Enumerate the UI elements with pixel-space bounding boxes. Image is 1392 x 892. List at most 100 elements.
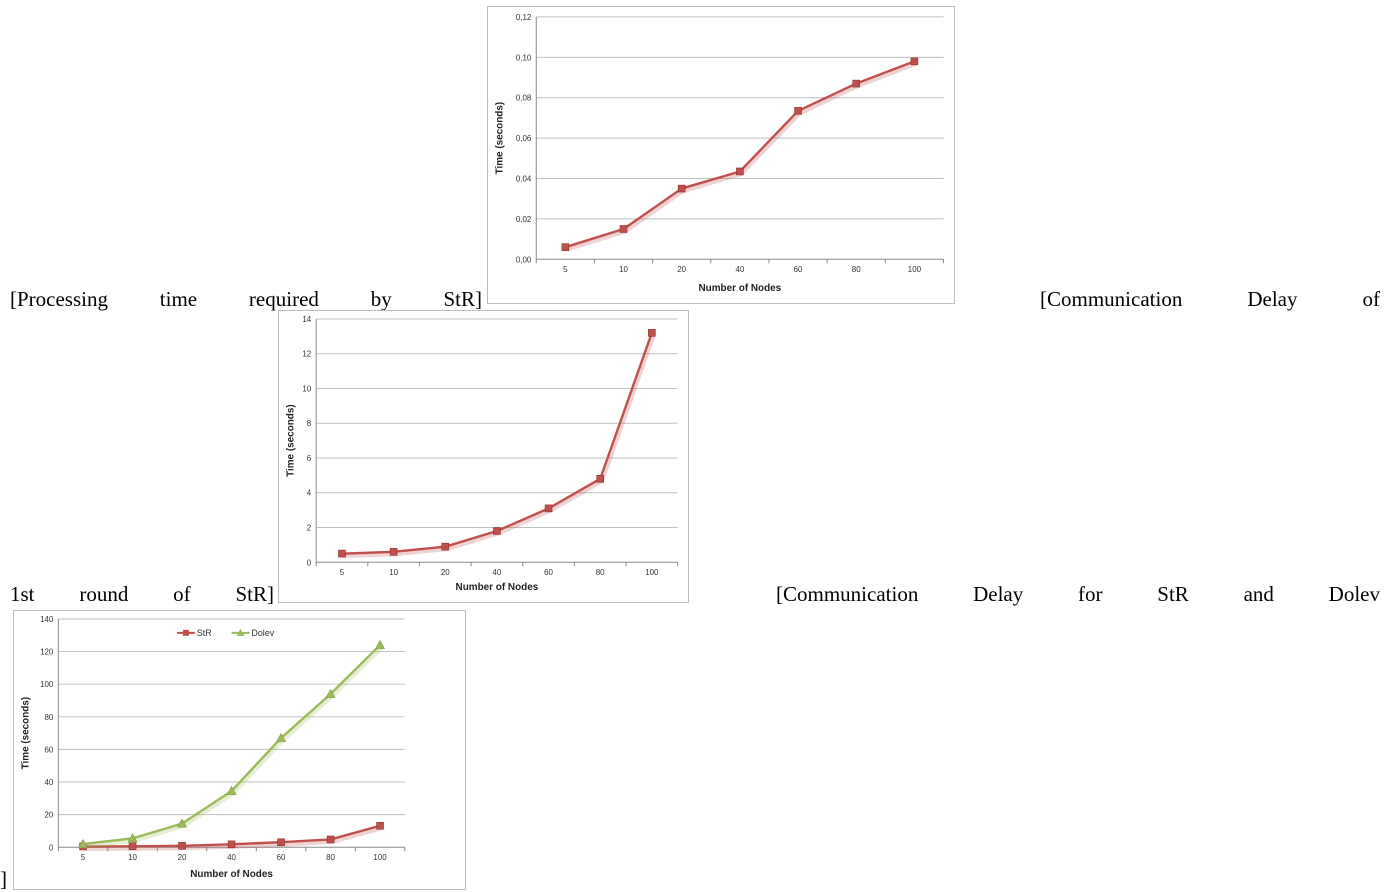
legend-marker [182,629,189,636]
chart-0-svg: 0,00 0,02 0,04 0,06 0,08 0,10 0,12 5 10 20 40 60 80 1… [494,13,944,294]
data-point-marker [910,57,919,66]
caption-word: StR] [235,582,274,606]
y-tick-label: 12 [302,350,311,359]
x-tick-label: 100 [908,265,922,274]
caption-word: [Communication [776,582,919,606]
y-tick-label: 40 [44,778,53,787]
data-point-marker [619,225,628,233]
caption-word: of [173,582,191,606]
y-axis-title: Time (seconds) [494,102,505,175]
y-tick-label: 6 [307,454,312,463]
legend-label-str: StR [197,628,212,638]
series-shadow [566,60,917,252]
chart-comm-delay-str-dolev: 0 20 40 60 80 100 120 140 5 10 20 40 60 80 100 Number o… [13,610,466,890]
series-line-0 [341,332,653,555]
data-point-marker [277,838,285,847]
x-tick-label: 80 [326,853,335,862]
data-point-marker [177,818,188,828]
data-point-marker [493,527,501,535]
caption-word: Dolev [1328,582,1380,606]
x-tick-label: 80 [596,568,605,577]
caption-word: round [79,582,129,606]
data-point-marker [544,504,553,513]
x-tick-label: 5 [563,265,568,274]
x-tick-label: 40 [492,568,501,577]
caption-word: 1st [10,582,35,606]
y-tick-label: 0,00 [516,255,532,264]
x-tick-label: 5 [81,853,86,862]
data-point-marker [852,79,861,88]
y-tick-label: 0,02 [516,215,532,224]
x-tick-label: 40 [227,853,236,862]
chart-1-svg: 0 2 4 6 8 10 12 14 5 10 20 40 60 80 100 Number of Nodes… [285,315,679,593]
caption-word: for [1078,582,1103,606]
caption-comm-delay-str-dolev-line1: [Communication Delay for StR and Dolev [776,581,1380,607]
data-point-marker [78,838,89,848]
y-tick-label: 4 [307,489,312,498]
x-tick-label: 10 [128,853,137,862]
data-point-marker [375,639,386,649]
y-tick-label: 0,10 [516,53,532,62]
y-tick-label: 0 [49,843,54,852]
data-point-marker [326,835,335,844]
chart-comm-delay-first-round: 0 2 4 6 8 10 12 14 5 10 20 40 60 80 100 Number of Nodes… [278,310,689,603]
data-point-marker [226,785,237,795]
caption-comm-delay-first-round-line1: [Communication Delay of [1040,286,1380,312]
caption-word: required [248,287,319,311]
data-point-marker [389,548,398,556]
x-tick-label: 60 [794,265,803,274]
y-tick-label: 10 [302,384,311,393]
data-point-marker [325,688,336,698]
data-point-marker [276,732,287,742]
y-tick-label: 20 [44,811,53,820]
chart-processing-time: 0,00 0,02 0,04 0,06 0,08 0,10 0,12 5 10 20 40 60 80 1… [487,6,955,304]
series-shadow [343,334,656,559]
caption-word: by [370,287,392,311]
x-axis-title: Number of Nodes [190,869,273,880]
y-axis-title: Time (seconds) [285,404,296,477]
data-point-marker [561,243,570,251]
legend-label-dolev: Dolev [251,628,274,638]
caption-word: StR [1157,582,1189,606]
caption-word: Delay [1247,287,1298,311]
data-point-marker [794,107,802,115]
y-tick-label: 2 [307,523,312,532]
x-tick-label: 10 [619,265,628,274]
caption-word: of [1362,287,1380,311]
caption-word: and [1243,582,1274,606]
data-point-marker [677,184,686,193]
x-tick-label: 60 [544,568,553,577]
x-tick-label: 100 [645,568,659,577]
caption-word: [Processing [10,287,108,311]
x-tick-label: 20 [178,853,187,862]
x-axis-title: Number of Nodes [456,582,539,593]
y-tick-label: 60 [44,745,53,754]
caption-word: time [159,287,198,311]
y-tick-label: 8 [307,419,312,428]
x-tick-label: 40 [735,265,744,274]
y-tick-label: 14 [302,315,311,324]
data-point-marker [596,475,604,483]
x-tick-label: 20 [441,568,450,577]
data-point-marker [127,833,138,843]
data-point-marker [736,167,744,176]
chart-2-svg: 0 20 40 60 80 100 120 140 5 10 20 40 60 80 100 Number o… [21,615,406,880]
y-tick-label: 0,12 [516,13,532,22]
data-point-marker [178,842,186,850]
data-point-marker [648,329,656,337]
y-tick-label: 100 [40,680,54,689]
series-line-dolev [82,644,381,846]
x-tick-label: 5 [340,568,345,577]
data-point-marker [376,821,384,830]
data-point-marker [338,549,346,558]
data-point-marker [227,840,236,849]
caption-comm-delay-first-round-line2: 1st round of StR] [10,581,274,607]
x-tick-label: 80 [852,265,861,274]
caption-word: StR] [443,287,482,311]
y-tick-label: 140 [40,615,54,624]
caption-word: ] [0,867,7,891]
y-tick-label: 0,04 [516,174,532,183]
y-tick-label: 0,08 [516,94,532,103]
y-tick-label: 0 [307,558,312,567]
x-tick-label: 60 [277,853,286,862]
